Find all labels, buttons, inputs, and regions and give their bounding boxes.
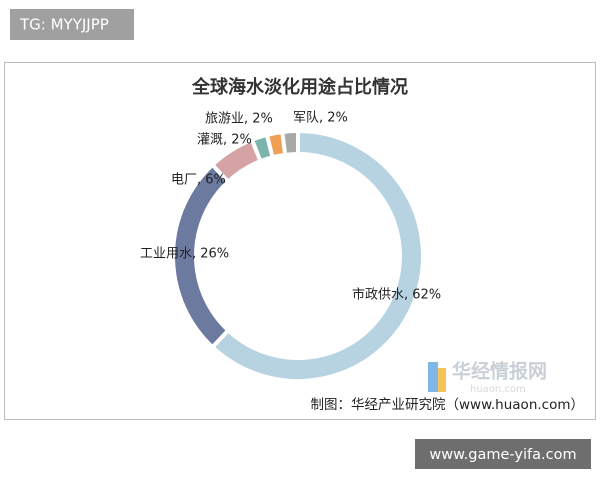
data-label: 灌溉, 2%	[197, 133, 252, 148]
source: 制图：华经产业研究院（www.huaon.com）	[311, 397, 585, 413]
logo-icon	[428, 362, 438, 392]
donut: 市政供水, 62% 工业用水, 26% 电厂, 6% 灌溉, 2% 旅游业, 2% 军队,…	[140, 111, 441, 383]
tag: TG: MYYJJPP	[19, 16, 109, 34]
logo-sub: huaon.com	[470, 384, 526, 395]
data-label: 军队, 2%	[293, 111, 348, 126]
data-label: 旅游业, 2%	[205, 112, 273, 127]
chart-title: 全球海水淡化用途占比情况	[191, 76, 408, 98]
slice	[209, 128, 425, 383]
data-label: 工业用水, 26%	[140, 247, 229, 262]
tag-box	[10, 9, 134, 40]
logo-icon	[438, 368, 446, 392]
slice	[280, 128, 300, 158]
logo: 华经情报网	[452, 360, 547, 383]
footer-box	[415, 439, 591, 469]
data-label: 电厂, 6%	[171, 173, 226, 188]
data-label: 市政供水, 62%	[352, 287, 441, 303]
footer: www.game-yifa.com	[429, 447, 576, 463]
